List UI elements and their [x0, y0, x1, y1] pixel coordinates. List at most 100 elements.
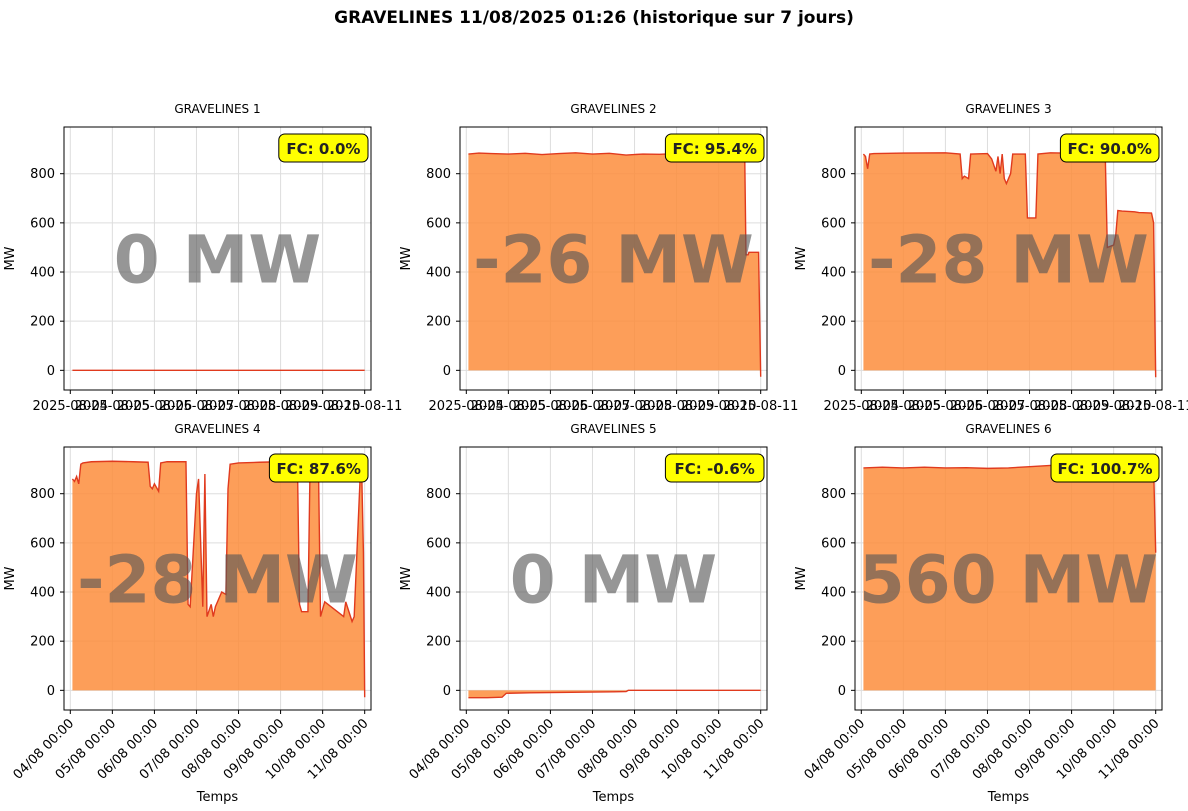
- x-tick-label: 2025-08-11: [1118, 399, 1188, 414]
- plot-frame: [854, 126, 1163, 391]
- fc-badge: FC: 100.7%: [1050, 453, 1160, 483]
- y-tick-label: 0: [838, 364, 846, 379]
- plot-frame: [63, 446, 372, 711]
- fc-badge: FC: 90.0%: [1059, 133, 1160, 163]
- subplot-gravelines-1: 0 MW FC: 0.0% 0 200 400 600 800 MW 2025-08-04 202…: [3, 102, 402, 414]
- y-tick-label: 0: [838, 684, 846, 699]
- y-tick-label: 0: [47, 684, 55, 699]
- y-tick-label: 200: [821, 635, 846, 650]
- y-tick-label: 200: [821, 315, 846, 330]
- x-tick-label: 2025-08-06: [513, 399, 589, 414]
- series-line: [468, 689, 761, 699]
- fc-badge-label: FC: -0.6%: [675, 460, 755, 478]
- current-value-label: -28 MW: [868, 222, 1149, 299]
- y-axis-label: MW: [399, 566, 414, 590]
- x-tick-label: 2025-08-11: [723, 399, 799, 414]
- x-tick-label: 2025-08-04: [429, 399, 505, 414]
- x-tick-label: 2025-08-05: [866, 399, 942, 414]
- subplot-title: GRAVELINES 1: [174, 102, 260, 116]
- y-tick-label: 600: [30, 536, 55, 551]
- series-area: [863, 152, 1156, 378]
- series-area: [863, 464, 1156, 691]
- subplot-title: GRAVELINES 2: [570, 102, 656, 116]
- x-axis-label: Temps: [987, 790, 1030, 805]
- x-axis-label: Temps: [196, 790, 239, 805]
- fc-badge-box: [664, 133, 765, 163]
- subplot-title: GRAVELINES 6: [965, 422, 1051, 436]
- fc-badge: FC: -0.6%: [664, 453, 765, 483]
- y-tick-label: 400: [821, 266, 846, 281]
- current-value-label: 560 MW: [859, 542, 1158, 619]
- x-tick-label: 2025-08-07: [159, 399, 235, 414]
- y-axis-label: MW: [399, 246, 414, 270]
- y-tick-label: 0: [443, 684, 451, 699]
- fc-badge-box: [268, 453, 369, 483]
- x-axis-label: Temps: [592, 790, 635, 805]
- subplot-title: GRAVELINES 3: [965, 102, 1051, 116]
- x-tick-label: 2025-08-07: [555, 399, 631, 414]
- fc-badge-label: FC: 100.7%: [1058, 460, 1153, 478]
- y-tick-label: 800: [426, 487, 451, 502]
- y-tick-label: 800: [821, 167, 846, 182]
- x-tick-label: 2025-08-09: [1034, 399, 1110, 414]
- fc-badge-label: FC: 87.6%: [276, 460, 361, 478]
- x-tick-label: 2025-08-10: [681, 399, 757, 414]
- subplot-title: GRAVELINES 4: [174, 422, 260, 436]
- x-tick-label: 2025-08-10: [285, 399, 361, 414]
- x-tick-label: 2025-08-08: [992, 399, 1068, 414]
- figure-title: GRAVELINES 11/08/2025 01:26 (historique …: [334, 8, 854, 28]
- fc-badge-box: [1059, 133, 1160, 163]
- fc-badge-label: FC: 95.4%: [672, 140, 757, 158]
- x-tick-label: 2025-08-10: [1076, 399, 1152, 414]
- y-tick-label: 400: [30, 266, 55, 281]
- current-value-label: 0 MW: [114, 222, 321, 299]
- y-axis-label: MW: [3, 246, 18, 270]
- fc-badge: FC: 0.0%: [278, 133, 369, 163]
- x-tick-label: 2025-08-11: [327, 399, 403, 414]
- y-tick-label: 400: [426, 586, 451, 601]
- y-tick-label: 400: [821, 586, 846, 601]
- subplot-gravelines-2: -26 MW FC: 95.4% 0 200 400 600 800 MW 2025-08-04…: [399, 102, 798, 414]
- current-value-label: -26 MW: [473, 222, 754, 299]
- y-tick-label: 200: [426, 315, 451, 330]
- x-tick-label: 2025-08-06: [908, 399, 984, 414]
- x-tick-label: 2025-08-09: [639, 399, 715, 414]
- y-tick-label: 400: [426, 266, 451, 281]
- x-tick-label: 2025-08-05: [471, 399, 547, 414]
- subplot-gravelines-3: -28 MW FC: 90.0% 0 200 400 600 800 MW 2025-08-04…: [794, 102, 1188, 414]
- y-axis-label: MW: [794, 246, 809, 270]
- series-area: [72, 461, 365, 698]
- y-tick-label: 200: [30, 635, 55, 650]
- y-tick-label: 800: [30, 487, 55, 502]
- y-tick-label: 600: [426, 536, 451, 551]
- plot-frame: [459, 446, 768, 711]
- fc-badge-box: [278, 133, 369, 163]
- y-tick-label: 800: [821, 487, 846, 502]
- x-tick-label: 2025-08-04: [824, 399, 900, 414]
- x-tick-label: 2025-08-08: [597, 399, 673, 414]
- x-tick-label: 2025-08-06: [117, 399, 193, 414]
- series-line: [862, 152, 1157, 378]
- x-tick-label: 2025-08-04: [33, 399, 109, 414]
- plot-frame: [459, 126, 768, 391]
- y-axis-label: MW: [3, 566, 18, 590]
- y-tick-label: 200: [30, 315, 55, 330]
- y-tick-label: 0: [47, 364, 55, 379]
- y-tick-label: 800: [30, 167, 55, 182]
- y-tick-label: 400: [30, 586, 55, 601]
- fc-badge-label: FC: 0.0%: [286, 140, 360, 158]
- series-line: [468, 152, 762, 377]
- x-tick-label: 2025-08-09: [243, 399, 319, 414]
- y-tick-label: 800: [426, 167, 451, 182]
- current-value-label: 0 MW: [510, 542, 717, 619]
- x-tick-label: 2025-08-08: [201, 399, 277, 414]
- y-tick-label: 600: [30, 216, 55, 231]
- fc-badge-box: [664, 453, 765, 483]
- plot-frame: [63, 126, 372, 391]
- fc-badge: FC: 95.4%: [664, 133, 765, 163]
- plot-frame: [854, 446, 1163, 711]
- series-line: [71, 460, 366, 698]
